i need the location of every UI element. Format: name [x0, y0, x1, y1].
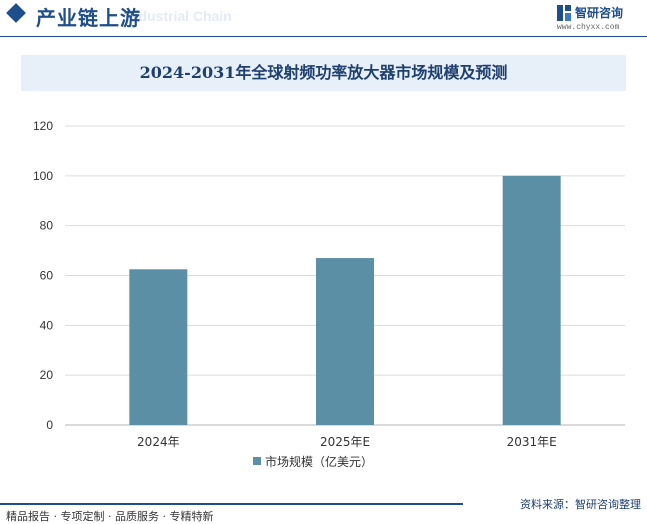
y-tick-label: 60	[40, 269, 54, 283]
footer-tagline: 精品报告 · 专项定制 · 品质服务 · 专精特新	[6, 510, 214, 523]
page-title: 产业链上游	[36, 6, 141, 30]
chart-title-band: 2024-2031年全球射频功率放大器市场规模及预测	[21, 55, 626, 91]
bar	[502, 175, 561, 425]
page-header: Industrial Chain 产业链上游 智研咨询 www.chyxx.co…	[0, 0, 647, 36]
bar	[316, 258, 374, 425]
legend-swatch	[253, 457, 261, 465]
brand-name: 智研咨询	[575, 6, 624, 20]
brand-logo: 智研咨询 www.chyxx.com	[557, 4, 637, 34]
x-tick-label: 2024年	[137, 435, 180, 449]
legend-label: 市场规模（亿美元）	[265, 454, 373, 469]
footer-source: 资料来源：智研咨询整理	[520, 498, 641, 511]
footer-divider	[0, 503, 463, 505]
y-tick-label: 100	[33, 169, 53, 183]
y-tick-label: 80	[40, 219, 54, 233]
brand-url: www.chyxx.com	[557, 23, 620, 32]
bar	[129, 269, 188, 425]
x-tick-label: 2025年E	[320, 435, 370, 449]
y-tick-label: 20	[40, 368, 54, 382]
x-tick-label: 2031年E	[507, 435, 557, 449]
chart-title: 2024-2031年全球射频功率放大器市场规模及预测	[139, 63, 508, 82]
y-tick-label: 120	[33, 119, 53, 133]
brand-logo-icon	[557, 5, 571, 21]
y-tick-label: 0	[46, 418, 53, 432]
header-divider	[0, 36, 647, 37]
header-shadow-text: Industrial Chain	[126, 8, 232, 24]
y-tick-label: 40	[40, 318, 54, 332]
